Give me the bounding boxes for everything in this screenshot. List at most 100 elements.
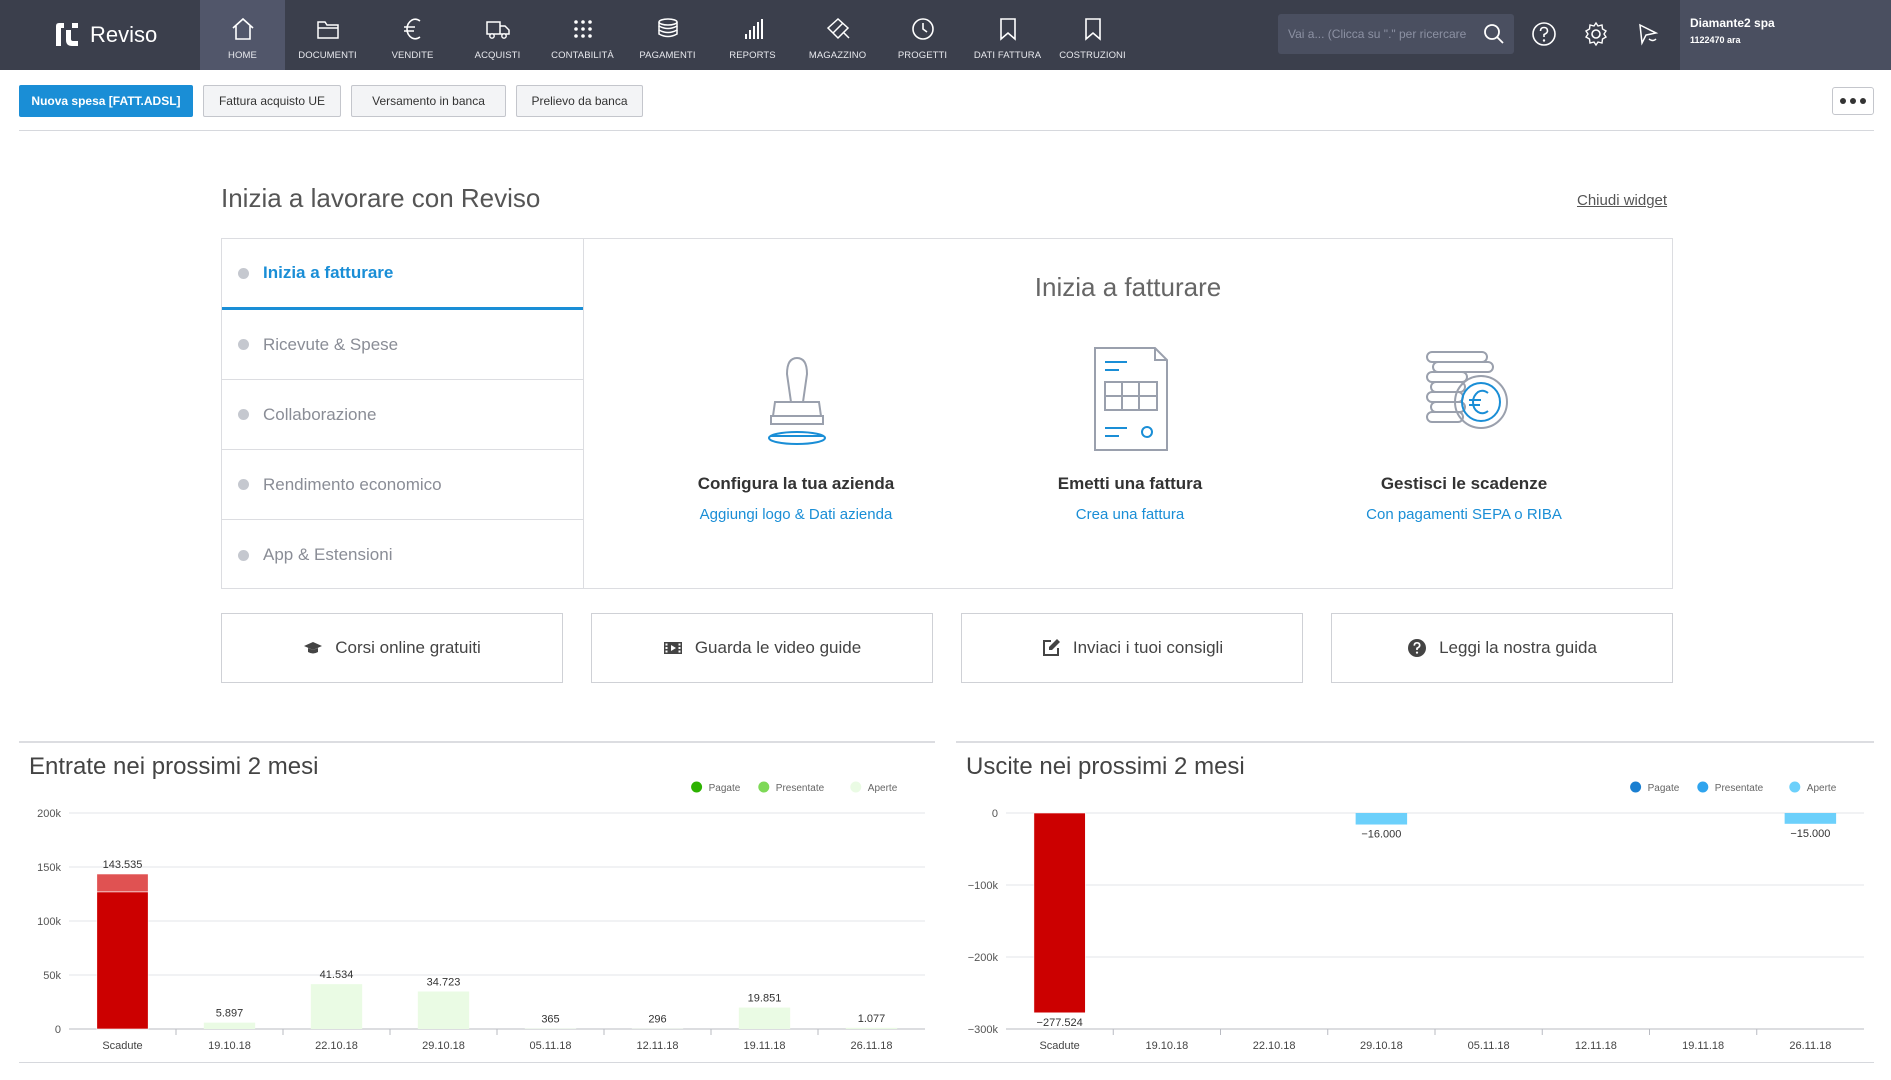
y-tick-label: 100k bbox=[37, 916, 61, 928]
company-name: Diamante2 spa bbox=[1690, 16, 1775, 30]
y-tick-label: 50k bbox=[43, 970, 61, 982]
data-bar bbox=[1355, 813, 1408, 825]
data-label: −15.000 bbox=[1790, 828, 1830, 840]
feature-emetti-fattura: Emetti una fattura Crea una fattura bbox=[980, 344, 1280, 523]
help-circle-icon[interactable] bbox=[1530, 20, 1558, 48]
feature-title: Configura la tua azienda bbox=[697, 474, 895, 493]
search-icon[interactable] bbox=[1482, 22, 1506, 46]
nav-reports[interactable]: REPORTS bbox=[710, 0, 795, 70]
tab-ricevute-spese[interactable]: Ricevute & Spese bbox=[222, 310, 583, 380]
nav-label-vendite: VENDITE bbox=[391, 50, 434, 61]
data-label: 34.723 bbox=[427, 976, 461, 988]
tab-app-estensioni[interactable]: App & Estensioni bbox=[222, 520, 583, 590]
nav-home[interactable]: HOME bbox=[200, 0, 285, 70]
eu-invoice-button[interactable]: Fattura acquisto UE bbox=[203, 85, 341, 117]
bookmark-icon bbox=[1084, 18, 1101, 41]
send-feedback-button[interactable]: Inviaci i tuoi consigli bbox=[961, 613, 1303, 683]
x-tick-label: 29.10.18 bbox=[422, 1040, 465, 1052]
legend-label: Presentate bbox=[1715, 783, 1764, 794]
help-label: Guarda le video guide bbox=[694, 638, 862, 657]
nav-vendite[interactable]: VENDITE bbox=[370, 0, 455, 70]
data-bar bbox=[845, 1027, 898, 1029]
nav-documenti[interactable]: DOCUMENTI bbox=[285, 0, 370, 70]
feature-link-logo[interactable]: Aggiungi logo & Dati azienda bbox=[699, 506, 893, 523]
chart-title: Uscite nei prossimi 2 mesi bbox=[966, 753, 1245, 780]
warehouse-icon bbox=[826, 17, 850, 40]
tab-inizia-a-fatturare[interactable]: Inizia a fatturare bbox=[222, 239, 583, 310]
nav-progetti[interactable]: PROGETTI bbox=[880, 0, 965, 70]
feature-configura-azienda: Configura la tua azienda Aggiungi logo &… bbox=[646, 344, 946, 523]
read-guide-button[interactable]: Leggi la nostra guida bbox=[1331, 613, 1673, 683]
expenses-chart: −300k −200k −100k 0 Scadute −277.524 19.10.18 2… bbox=[956, 741, 1874, 1071]
legend-marker bbox=[1789, 781, 1801, 793]
video-icon bbox=[663, 642, 682, 654]
data-bar bbox=[310, 984, 363, 1029]
gear-icon[interactable] bbox=[1582, 20, 1610, 48]
edit-icon bbox=[1042, 639, 1060, 656]
x-tick-label: 12.11.18 bbox=[636, 1040, 678, 1052]
overdue-bar bbox=[96, 891, 149, 1030]
bookmark-icon bbox=[999, 18, 1016, 41]
income-chart-svg: 0 50k 100k 150k 200k Scadute 143.535 19.10.18 5.… bbox=[37, 781, 925, 1052]
more-options-button[interactable] bbox=[1832, 87, 1874, 115]
x-tick-label: 26.11.18 bbox=[1789, 1040, 1831, 1052]
data-bar bbox=[1784, 813, 1837, 824]
tab-dot bbox=[238, 339, 249, 350]
x-tick-label: Scadute bbox=[102, 1040, 142, 1052]
y-tick-label: 0 bbox=[55, 1024, 61, 1036]
reviso-logo[interactable]: Reviso bbox=[52, 18, 157, 52]
overdue-bar bbox=[1033, 812, 1086, 1014]
company-selector[interactable]: Diamante2 spa 1122470 ara bbox=[1680, 0, 1891, 70]
close-widget-link[interactable]: Chiudi widget bbox=[1577, 192, 1668, 209]
nav-label-costruzioni: COSTRUZIONI bbox=[1059, 50, 1126, 61]
legend-label: Aperte bbox=[1807, 783, 1837, 794]
bank-deposit-button[interactable]: Versamento in banca bbox=[351, 85, 506, 117]
video-guides-button[interactable]: Guarda le video guide bbox=[591, 613, 933, 683]
invoice-icon bbox=[1094, 347, 1168, 451]
legend-marker bbox=[1630, 781, 1642, 793]
feature-link-crea-fattura[interactable]: Crea una fattura bbox=[1075, 506, 1185, 523]
chart-title: Entrate nei prossimi 2 mesi bbox=[29, 753, 319, 780]
divider bbox=[19, 1062, 1874, 1063]
clock-icon bbox=[911, 18, 934, 40]
legend-label: Pagate bbox=[709, 783, 741, 794]
new-expense-button[interactable]: Nuova spesa [FATT.ADSL] bbox=[19, 85, 193, 117]
tab-dot bbox=[238, 549, 249, 561]
x-tick-label: 05.11.18 bbox=[529, 1040, 571, 1052]
nav-acquisti[interactable]: ACQUISTI bbox=[455, 0, 540, 70]
data-label: 5.897 bbox=[216, 1008, 244, 1020]
y-tick-label: −300k bbox=[968, 1024, 999, 1036]
nav-label-magazzino: MAGAZZINO bbox=[808, 50, 867, 61]
nav-dati-fattura[interactable]: DATI FATTURA bbox=[965, 0, 1050, 70]
y-tick-label: −200k bbox=[968, 952, 999, 964]
feature-link-sepa-riba[interactable]: Con pagamenti SEPA o RIBA bbox=[1366, 506, 1562, 523]
y-tick-label: −100k bbox=[968, 880, 999, 892]
onboarding-widget: Inizia a fatturare Ricevute & Spese Coll… bbox=[221, 238, 1673, 589]
home-icon bbox=[231, 17, 254, 40]
legend-marker bbox=[758, 781, 770, 793]
legend-label: Pagate bbox=[1648, 783, 1680, 794]
notifications-icon[interactable] bbox=[1634, 20, 1662, 48]
courses-button[interactable]: Corsi online gratuiti bbox=[221, 613, 563, 683]
nav-costruzioni[interactable]: COSTRUZIONI bbox=[1050, 0, 1135, 70]
tab-collaborazione[interactable]: Collaborazione bbox=[222, 380, 583, 450]
data-label: 19.851 bbox=[748, 993, 782, 1005]
legend-label: Aperte bbox=[868, 783, 898, 794]
nav-label-pagamenti: PAGAMENTI bbox=[639, 50, 696, 61]
search-box bbox=[1278, 14, 1514, 54]
nav-pagamenti[interactable]: PAGAMENTI bbox=[625, 0, 710, 70]
divider bbox=[19, 130, 1874, 131]
bank-withdrawal-button[interactable]: Prelievo da banca bbox=[516, 85, 643, 117]
x-tick-label: 05.11.18 bbox=[1468, 1040, 1510, 1052]
tab-rendimento-economico[interactable]: Rendimento economico bbox=[222, 450, 583, 520]
x-tick-label: 12.11.18 bbox=[1575, 1040, 1617, 1052]
tab-label: Inizia a fatturare bbox=[263, 263, 394, 282]
truck-icon bbox=[485, 21, 510, 39]
legend-marker bbox=[850, 781, 862, 793]
data-bar bbox=[738, 1007, 791, 1029]
nav-label-documenti: DOCUMENTI bbox=[298, 50, 357, 61]
nav-magazzino[interactable]: MAGAZZINO bbox=[795, 0, 880, 70]
tab-label: Rendimento economico bbox=[263, 474, 442, 494]
nav-contabilita[interactable]: CONTABILITÀ bbox=[540, 0, 625, 70]
search-input[interactable] bbox=[1288, 14, 1478, 54]
